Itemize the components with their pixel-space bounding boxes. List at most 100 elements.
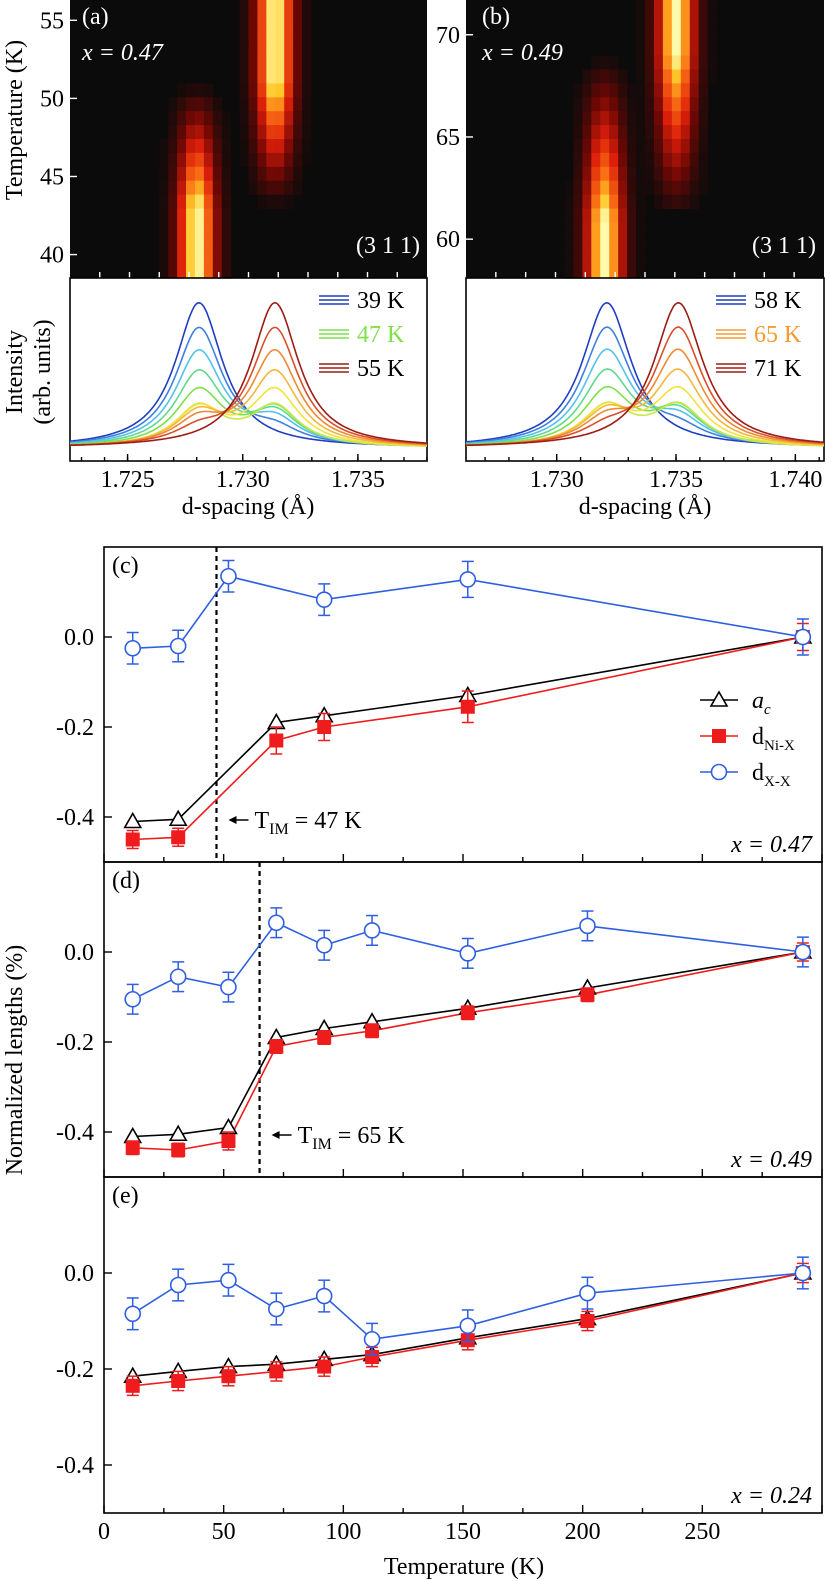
ytick-label: -0.4 <box>56 1453 94 1479</box>
heatmap-cell <box>645 83 655 98</box>
heatmap-cell <box>653 27 664 43</box>
heatmap-cell <box>275 41 285 57</box>
heatmap-cell <box>591 111 601 126</box>
heatmap-cell <box>707 69 718 84</box>
heatmap-cell <box>194 236 205 251</box>
heatmap-cell <box>186 139 196 154</box>
heatmap-cell <box>194 139 205 154</box>
heatmap-cell <box>257 194 267 210</box>
heatmap-cell <box>194 264 205 279</box>
heatmap-cell <box>671 41 682 57</box>
heatmap-cell <box>159 194 169 210</box>
heatmap-cell <box>284 69 294 84</box>
heatmap-cell <box>680 139 691 154</box>
data-point-circle <box>268 914 285 932</box>
legend-c: ac dNi-X dX-X <box>700 688 795 790</box>
data-point-circle <box>315 1287 333 1305</box>
heatmap-cell <box>689 0 700 15</box>
heatmap-cell <box>645 166 655 182</box>
heatmap-cell <box>194 97 205 112</box>
heatmap-cell <box>582 152 592 168</box>
heatmap-cell <box>212 97 223 112</box>
heatmap-cell <box>653 69 664 84</box>
heatmap-cell <box>203 180 214 196</box>
reflection-label-b: (3 1 1) <box>752 233 816 259</box>
heatmap-cell <box>698 139 709 154</box>
heatmap-cell <box>186 236 196 251</box>
heatmap-cell <box>186 97 196 112</box>
heatmap-cell <box>257 41 267 57</box>
heatmap-cell <box>159 180 169 196</box>
heatmap-cell <box>573 111 583 126</box>
heatmap-cell <box>221 222 232 237</box>
heatmap-cell <box>636 111 646 126</box>
data-point-triangle <box>168 1124 188 1142</box>
heatmap-cell <box>627 194 637 210</box>
heatmap-cell <box>186 264 196 279</box>
ytick-label: -0.2 <box>56 1357 94 1383</box>
heatmap-ytick-label: 70 <box>436 23 460 49</box>
heatmap-cell <box>600 264 610 279</box>
heatmap-cell <box>618 222 628 237</box>
heatmap-cell <box>194 194 205 210</box>
heatmap-cell <box>582 97 592 112</box>
heatmap-cell <box>168 180 178 196</box>
heatmap-cell <box>591 97 601 112</box>
heatmap-cell <box>662 180 673 196</box>
panel-e: -0.4 -0.2 0.0 0 50 100 150 200 250 (e) x = 0.24 <box>56 1176 823 1545</box>
data-point-circle <box>315 936 333 954</box>
heatmap-cell <box>645 97 655 112</box>
heatmap-cell <box>564 208 574 223</box>
intensity-b-xlabel: d-spacing (Å) <box>579 494 712 520</box>
heatmap-cell <box>689 83 700 98</box>
heatmap-cell <box>302 111 312 126</box>
heatmap-cell <box>573 194 583 210</box>
heatmap-cell <box>698 0 709 15</box>
heatmap-cell <box>212 208 223 223</box>
heatmap-cell <box>591 208 601 223</box>
heatmap-cell <box>177 236 187 251</box>
heatmap-cell <box>636 264 646 279</box>
data-point-circle <box>124 1305 142 1323</box>
heatmap-cell <box>618 250 628 265</box>
series-line <box>132 636 804 841</box>
legend-label: dX-X <box>752 760 791 790</box>
heatmap-cell <box>591 69 601 84</box>
heatmap-cell <box>618 83 628 98</box>
heatmap-cell <box>636 139 646 154</box>
xtick-label: 250 <box>684 1519 720 1545</box>
intensity-curve <box>69 301 428 447</box>
heatmap-cell <box>591 139 601 154</box>
heatmap-cell <box>627 139 637 154</box>
intensity-a-xticks: 1.725 1.730 1.735 <box>80 454 428 493</box>
data-point-triangle <box>168 809 188 827</box>
intensity-a-curves <box>69 301 428 447</box>
data-point-circle <box>268 1300 285 1318</box>
heatmap-cell <box>600 125 610 140</box>
heatmap-cell <box>582 83 592 98</box>
heatmap-cell <box>284 41 294 57</box>
heatmap-cell <box>248 0 259 15</box>
heatmap-cell <box>168 125 178 140</box>
data-point-square <box>171 1143 186 1157</box>
heatmap-cell <box>591 264 601 279</box>
heatmap-cell <box>177 264 187 279</box>
heatmap-cell <box>636 180 646 196</box>
heatmap-cell <box>600 180 610 196</box>
data-point-square <box>580 1314 595 1328</box>
heatmap-cell <box>257 69 267 84</box>
heatmap-cell <box>680 97 691 112</box>
heatmap-cell <box>618 152 628 168</box>
data-point-circle <box>794 1264 812 1282</box>
heatmap-cell <box>627 166 637 182</box>
heatmap-cell <box>284 194 294 210</box>
heatmap-cell <box>293 69 303 84</box>
legend-label: 39 K <box>357 288 405 314</box>
heatmap-cell <box>680 55 691 71</box>
heatmap-cell <box>573 166 583 182</box>
heatmap-cell <box>582 139 592 154</box>
heatmap-cell <box>698 55 709 71</box>
heatmap-cell <box>680 166 691 182</box>
heatmap-cell <box>618 111 628 126</box>
heatmap-cell <box>591 166 601 182</box>
